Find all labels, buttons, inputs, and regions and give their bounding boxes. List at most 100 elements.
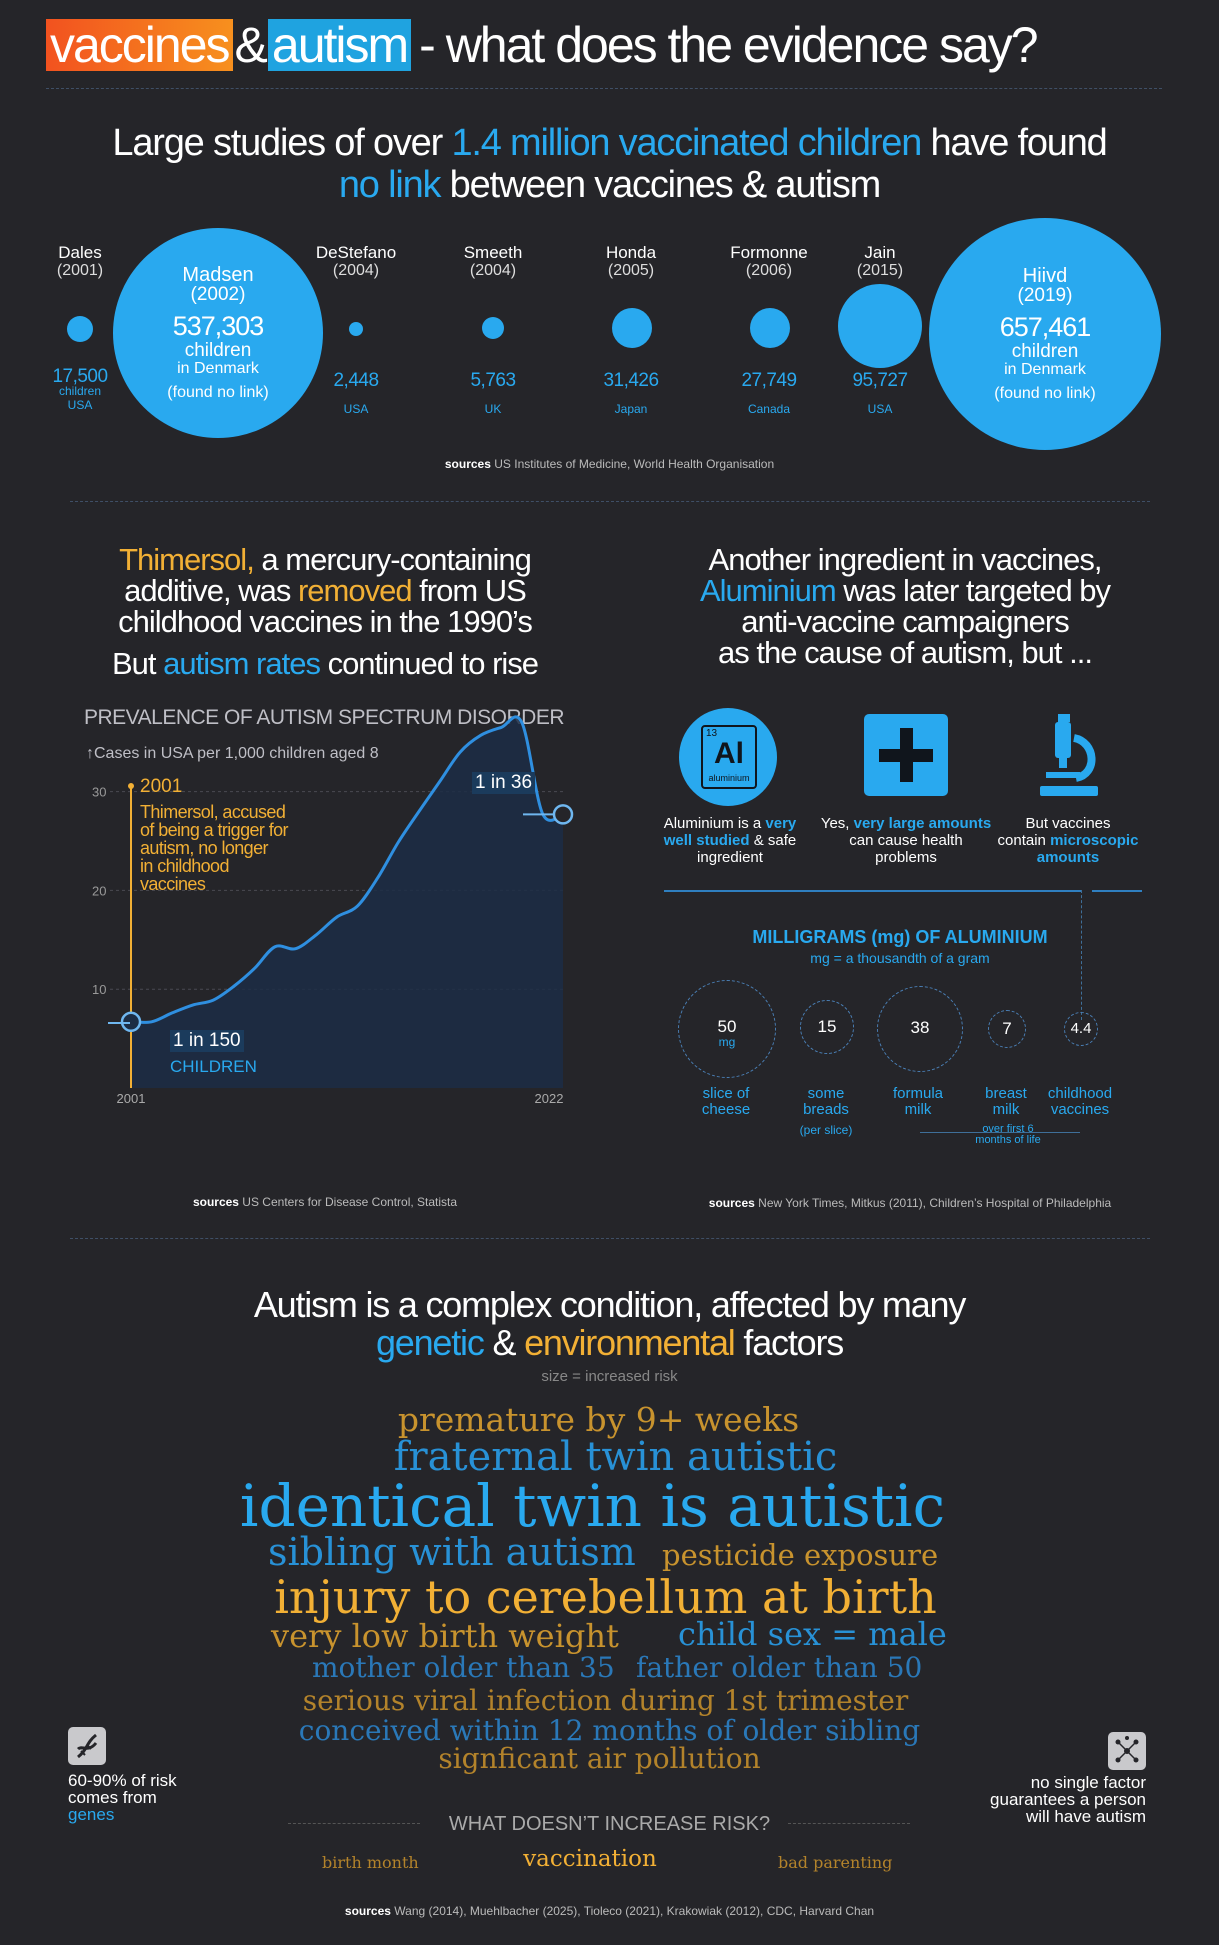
plus-icon — [864, 714, 948, 796]
x-tick-label: 2001 — [117, 1091, 146, 1106]
factor-conceived: conceived within 12 months of older sibl… — [298, 1714, 921, 1747]
study-country: Japan — [614, 402, 648, 416]
aluminium-rule — [1092, 890, 1142, 892]
study-country: USA — [343, 402, 369, 416]
thimersol-highlight: autism rates — [163, 646, 321, 681]
study-country: USA — [867, 402, 893, 416]
study-count: 17,500 — [52, 366, 108, 387]
col-text: Aluminium is a — [663, 815, 766, 832]
study-circle — [838, 284, 922, 368]
dna-icon — [68, 1727, 106, 1765]
mg-value: 7 — [1002, 1019, 1012, 1038]
factors-environmental: environmental — [524, 1322, 736, 1363]
title-part: between vaccines & autism — [440, 164, 882, 206]
study-circle — [482, 317, 504, 339]
studies-sources: sources US Institutes of Medicine, World… — [0, 457, 1219, 471]
divider — [70, 1238, 1150, 1239]
thimersol-subtitle: But autism rates continued to rise — [60, 648, 590, 679]
aluminium-title: Another ingredient in vaccines, Aluminiu… — [640, 544, 1170, 668]
size-note: size = increased risk — [541, 1368, 678, 1385]
thimersol-text: a mercury-containing — [253, 542, 531, 577]
factor-mother-age: mother older than 35 — [312, 1651, 615, 1684]
factors-text: Autism is a complex condition, affected … — [253, 1284, 967, 1325]
aluminium-text: anti-vaccine campaigners — [741, 604, 1070, 639]
sources-text: Wang (2014), Muehlbacher (2025), Tioleco… — [390, 1904, 875, 1918]
mg-label: milk — [904, 1101, 932, 1118]
mg-circle-formula: 38 — [877, 986, 963, 1072]
study-year: (2004) — [469, 262, 517, 279]
title-highlight: 1.4 million vaccinated children — [451, 122, 922, 164]
mg-label: slice of — [702, 1085, 750, 1102]
factor-low-birth-weight: very low birth weight — [271, 1617, 619, 1655]
study-destefano: DeStefano (2004) — [306, 244, 406, 280]
study-smeeth: Smeeth (2004) — [443, 244, 543, 280]
mg-cap-bread: some breads (per slice) — [776, 1086, 876, 1138]
chart-line — [130, 715, 564, 1024]
aluminium-sources: sources New York Times, Mitkus (2011), C… — [640, 1196, 1180, 1210]
aluminium-element-icon: 13 Al aluminium — [679, 708, 777, 806]
thimersol-text: But — [111, 646, 164, 681]
sources-label: sources — [444, 457, 491, 471]
mg-value: 50 — [717, 1017, 737, 1036]
study-count: 27,749 — [741, 370, 797, 391]
mg-cap-formula: formula milk — [868, 1086, 968, 1118]
chart-point-start — [120, 1011, 142, 1033]
study-dales-count: 17,500 children USA — [40, 366, 120, 412]
thimersol-text: continued to rise — [319, 646, 539, 681]
mg-value: 15 — [817, 1017, 837, 1036]
study-note: (found no link) — [994, 384, 1096, 402]
breast-note: over first 6 months of life — [948, 1124, 1068, 1146]
mg-value: 4.4 — [1070, 1020, 1092, 1037]
factor-air-pollution: signficant air pollution — [438, 1742, 761, 1775]
factor-viral-infection: serious viral infection during 1st trime… — [302, 1684, 909, 1717]
factor-cerebellum: injury to cerebellum at birth — [274, 1570, 937, 1624]
header-question: - what does the evidence say? — [419, 17, 1038, 73]
mg-label: cheese — [701, 1101, 751, 1118]
mg-label: childhood — [1047, 1085, 1113, 1102]
mg-unit: mg — [718, 1035, 736, 1049]
sources-label: sources — [192, 1195, 239, 1209]
col-highlight: amounts — [1036, 849, 1100, 866]
factor-father-age: father older than 50 — [636, 1651, 923, 1684]
study-unit: children — [58, 384, 102, 398]
thimersol-text: from US — [411, 573, 527, 608]
start-label-children: CHILDREN — [170, 1057, 257, 1076]
thimersol-highlight: removed — [297, 573, 413, 608]
col-highlight: well studied — [663, 832, 750, 849]
mg-circle-vaccines: 4.4 — [1064, 1012, 1098, 1046]
factor-premature: premature by 9+ weeks — [397, 1400, 800, 1439]
col-text: & safe — [749, 832, 797, 849]
study-name: DeStefano — [315, 243, 397, 262]
factor-pesticide: pesticide exposure — [662, 1538, 939, 1572]
factors-text: & — [483, 1322, 525, 1363]
study-madsen: Madsen (2002) 537,303 children in Denmar… — [113, 228, 323, 438]
end-label: 1 in 36 — [472, 772, 536, 794]
annotation-dot — [128, 783, 134, 789]
study-count: 657,461 — [999, 311, 1092, 342]
annotation-text: Thimersol, accused of being a trigger fo… — [140, 802, 289, 893]
study-circle — [67, 316, 93, 342]
not-factor-bad-parenting: bad parenting — [778, 1853, 893, 1872]
study-name: Honda — [605, 243, 657, 262]
aluminium-text: was later targeted by — [835, 573, 1111, 608]
study-honda-count: 31,426 Japan — [581, 370, 681, 416]
rule — [288, 1823, 420, 1824]
study-year: (2015) — [856, 262, 904, 279]
study-circle — [750, 308, 790, 348]
aluminium-text: Another ingredient in vaccines, — [708, 542, 1103, 577]
study-destefano-count: 2,448 USA — [306, 370, 406, 416]
thimersol-title: Thimersol, a mercury-containing additive… — [60, 544, 590, 637]
annotation-line-text: Thimersol, accused — [140, 802, 286, 822]
aluminium-col3: But vaccines contain microscopic amounts — [988, 815, 1148, 866]
divider — [70, 501, 1150, 502]
study-country: USA — [67, 398, 93, 412]
annotation-line-text: in childhood — [140, 856, 229, 876]
dna-icon-glyph — [76, 1733, 98, 1759]
sources-label: sources — [708, 1196, 755, 1210]
study-jain-count: 95,727 USA — [830, 370, 930, 416]
sources-text: US Institutes of Medicine, World Health … — [490, 457, 775, 471]
header-amp: & — [234, 17, 268, 73]
study-circle — [612, 308, 652, 348]
title-part: have found — [921, 122, 1108, 164]
breast-note-text: months of life — [975, 1134, 1041, 1146]
